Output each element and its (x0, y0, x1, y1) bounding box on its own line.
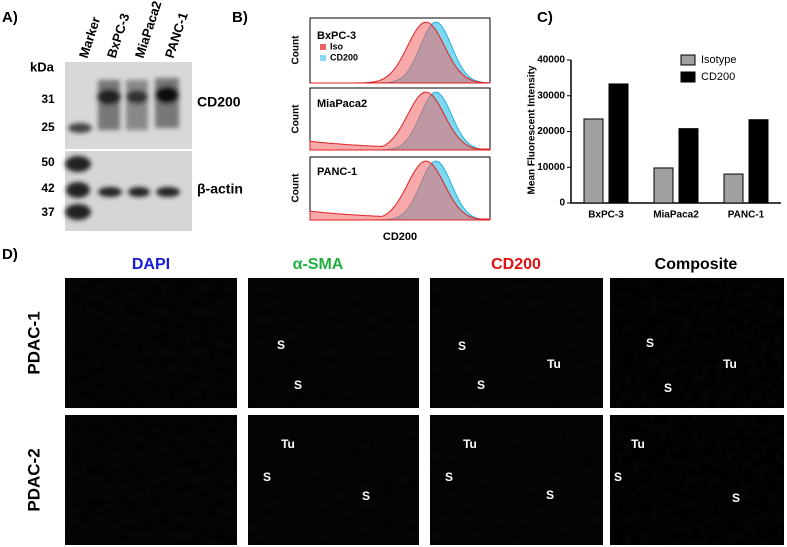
row-label: PDAC-2 (24, 448, 43, 511)
legend-label: CD200 (330, 52, 358, 62)
unit: kDa (30, 59, 55, 74)
y-tick-label: 0 (559, 198, 565, 209)
annotation: Tu (281, 437, 295, 451)
lane-label: MiaPaca2 (132, 0, 165, 60)
protein-label: CD200 (197, 94, 241, 110)
annotation: Tu (631, 437, 645, 451)
cell-line: MiaPaca2 (317, 98, 367, 110)
bar (748, 119, 769, 204)
annotation: S (445, 470, 453, 484)
stain (248, 415, 419, 545)
bar (583, 118, 604, 204)
marker-size: 25 (41, 120, 55, 134)
histogram (309, 91, 491, 151)
y-tick-label: 40000 (537, 55, 565, 66)
panel-label: B) (232, 9, 248, 26)
y-tick-label: 20000 (537, 126, 565, 137)
annotation: S (614, 470, 622, 484)
bar-chart: 0 10000 20000 30000 40000 BxPC-3 MiaPaca2 PANC-… (537, 54, 781, 221)
legend-label: Iso (330, 41, 344, 51)
bands (65, 78, 180, 220)
y-axis-label: Count (291, 104, 302, 134)
panel-label: A) (2, 9, 18, 26)
histogram (310, 21, 491, 84)
annotation: S (294, 378, 302, 392)
bar (608, 83, 629, 204)
annotation: S (477, 378, 485, 392)
legend-swatch (320, 44, 326, 50)
annotation: Tu (547, 357, 561, 371)
panel-label: D) (2, 246, 18, 263)
stain (610, 278, 784, 408)
marker-size: 37 (41, 205, 55, 219)
stain (65, 278, 237, 408)
legend-swatch (320, 55, 326, 61)
column-header: Composite (655, 256, 738, 273)
bar (678, 128, 699, 204)
annotation: S (732, 491, 740, 505)
y-axis-label: Count (291, 35, 302, 65)
panel-label: C) (537, 9, 553, 26)
legend-label: Isotype (701, 54, 736, 66)
annotation: S (362, 489, 370, 503)
annotation: S (646, 336, 654, 350)
protein-label: β-actin (197, 181, 243, 197)
histogram (309, 160, 491, 221)
cell-line: PANC-1 (317, 166, 357, 178)
marker-size: 50 (41, 155, 55, 169)
y-tick-label: 30000 (537, 90, 565, 101)
annotation: S (263, 470, 271, 484)
annotation: S (664, 381, 672, 395)
stain (248, 278, 419, 408)
column-header: CD200 (491, 256, 541, 273)
bar (653, 167, 674, 204)
column-header: α-SMA (293, 256, 344, 273)
annotation: S (546, 488, 554, 502)
legend-label: CD200 (701, 71, 735, 83)
annotations: S S S Tu S S Tu S Tu S S Tu S S Tu S S (263, 336, 740, 505)
marker-size: 31 (41, 92, 55, 106)
row-label: PDAC-1 (24, 311, 43, 374)
annotation: S (458, 339, 466, 353)
column-header: DAPI (132, 256, 170, 273)
annotation: Tu (723, 357, 737, 371)
x-tick-label: MiaPaca2 (653, 210, 699, 221)
marker-size: 42 (41, 181, 55, 195)
lane-label: BxPC-3 (104, 11, 133, 60)
histograms (309, 17, 491, 221)
lane-label: Marker (76, 15, 103, 60)
stain (430, 415, 603, 545)
x-tick-label: BxPC-3 (588, 210, 624, 221)
stain (610, 415, 784, 545)
legend-swatch (680, 54, 696, 66)
bar (723, 173, 744, 204)
annotation: S (277, 338, 285, 352)
annotation: Tu (463, 437, 477, 451)
x-axis-label: CD200 (383, 231, 417, 243)
legend-swatch (680, 71, 696, 83)
y-axis-label: Count (291, 173, 302, 203)
y-tick-label: 10000 (537, 162, 565, 173)
cell-line: BxPC-3 (317, 30, 356, 42)
x-tick-label: PANC-1 (728, 210, 765, 221)
micrographs (65, 278, 784, 545)
stain (430, 278, 603, 408)
stain (65, 415, 237, 545)
lane-label: PANC-1 (162, 10, 191, 60)
y-axis-label: Mean Fluorescent Intensity (527, 65, 538, 194)
